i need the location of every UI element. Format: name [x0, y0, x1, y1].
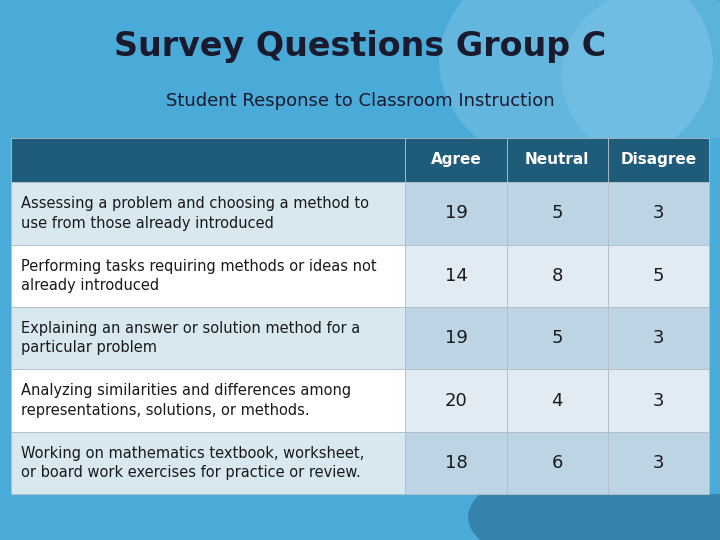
Bar: [608, 183, 709, 245]
Bar: [405, 307, 507, 369]
Text: Explaining an answer or solution method for a
particular problem: Explaining an answer or solution method …: [22, 321, 361, 355]
Bar: [507, 183, 608, 245]
Text: 5: 5: [552, 329, 563, 347]
Text: Student Response to Classroom Instruction: Student Response to Classroom Instructio…: [166, 91, 554, 110]
Bar: [11, 307, 405, 369]
Text: 3: 3: [653, 205, 665, 222]
Bar: [405, 369, 507, 432]
Text: 3: 3: [653, 454, 665, 472]
Text: Performing tasks requiring methods or ideas not
already introduced: Performing tasks requiring methods or id…: [22, 259, 377, 293]
Bar: [507, 307, 608, 369]
Bar: [608, 138, 709, 183]
Bar: [11, 245, 405, 307]
Text: 20: 20: [445, 392, 467, 409]
Text: 3: 3: [653, 392, 665, 409]
Bar: [405, 138, 507, 183]
Text: 3: 3: [653, 329, 665, 347]
Bar: [608, 245, 709, 307]
Ellipse shape: [439, 0, 713, 172]
Bar: [507, 138, 608, 183]
Text: 4: 4: [552, 392, 563, 409]
Bar: [507, 245, 608, 307]
Text: Neutral: Neutral: [525, 152, 590, 167]
Text: Working on mathematics textbook, worksheet,
or board work exercises for practice: Working on mathematics textbook, workshe…: [22, 446, 364, 480]
Bar: [608, 369, 709, 432]
Bar: [405, 245, 507, 307]
Text: 6: 6: [552, 454, 563, 472]
Bar: [507, 432, 608, 494]
Text: 5: 5: [653, 267, 665, 285]
Bar: [11, 138, 405, 183]
Bar: [608, 307, 709, 369]
Bar: [405, 432, 507, 494]
Text: Assessing a problem and choosing a method to
use from those already introduced: Assessing a problem and choosing a metho…: [22, 197, 369, 231]
Ellipse shape: [468, 460, 720, 540]
Text: Disagree: Disagree: [621, 152, 697, 167]
Text: 19: 19: [444, 205, 467, 222]
Bar: [11, 432, 405, 494]
Text: 8: 8: [552, 267, 563, 285]
Text: 5: 5: [552, 205, 563, 222]
Bar: [11, 369, 405, 432]
Bar: [405, 183, 507, 245]
Text: 18: 18: [445, 454, 467, 472]
Bar: [608, 432, 709, 494]
Text: Agree: Agree: [431, 152, 482, 167]
Text: Survey Questions Group C: Survey Questions Group C: [114, 30, 606, 63]
Text: 19: 19: [444, 329, 467, 347]
Bar: [11, 183, 405, 245]
Text: Analyzing similarities and differences among
representations, solutions, or meth: Analyzing similarities and differences a…: [22, 383, 351, 417]
Bar: [507, 369, 608, 432]
Text: 14: 14: [444, 267, 467, 285]
Ellipse shape: [562, 0, 720, 165]
